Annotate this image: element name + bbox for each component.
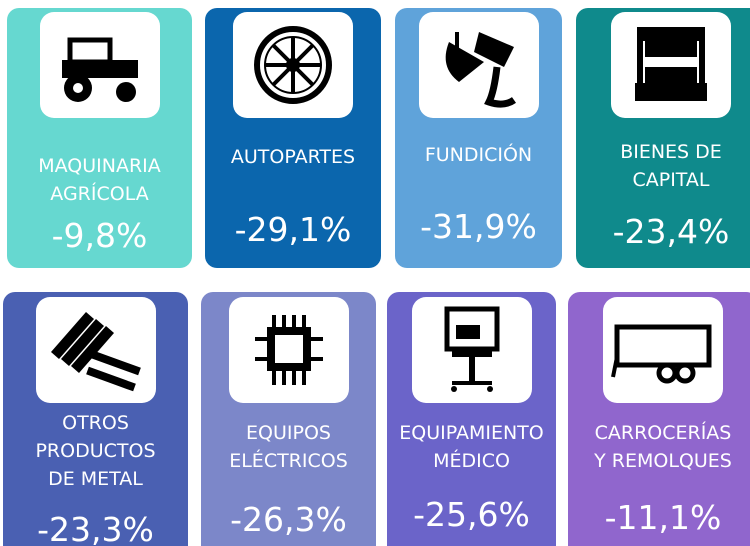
label-line: BIENES DE <box>620 141 722 163</box>
tile: AUTOPARTES -29,1% <box>205 8 381 268</box>
label-line: CAPITAL <box>632 169 710 191</box>
tile-label: EQUIPAMIENTO MÉDICO <box>387 419 556 475</box>
tile-label: MAQUINARIA AGRÍCOLA <box>7 152 192 208</box>
label-line: DE METAL <box>48 468 143 490</box>
label-line: EQUIPAMIENTO <box>399 422 544 444</box>
tile-value: -31,9% <box>420 207 537 246</box>
label-line: MAQUINARIA <box>38 155 161 177</box>
tile-value: -23,4% <box>612 212 730 251</box>
tile-label: CARROCERÍAS Y REMOLQUES <box>568 419 750 475</box>
icon <box>233 12 353 118</box>
tile-label: BIENES DE CAPITAL <box>576 138 750 194</box>
tile-label: EQUIPOS ELÉCTRICOS <box>201 419 376 475</box>
tile: OTROS PRODUCTOS DE METAL -23,3% <box>3 292 188 546</box>
label-line: EQUIPOS <box>246 422 331 444</box>
icon <box>228 297 349 403</box>
label-line: Y REMOLQUES <box>594 450 732 472</box>
icon <box>611 12 731 118</box>
icon <box>35 297 156 403</box>
tile-value: -11,1% <box>604 498 722 537</box>
icon <box>39 12 160 118</box>
tile-label: FUNDICIÓN <box>395 141 562 169</box>
label-line: MÉDICO <box>433 450 510 472</box>
tile: CARROCERÍAS Y REMOLQUES -11,1% <box>568 292 750 546</box>
tile-value: -9,8% <box>51 216 148 255</box>
label-line: CARROCERÍAS <box>594 422 732 444</box>
label-line: ELÉCTRICOS <box>229 450 348 472</box>
icon-glyph <box>254 26 332 104</box>
icon-glyph <box>611 324 712 384</box>
tile-value: -25,6% <box>413 495 530 534</box>
icon <box>418 12 539 118</box>
label-line: AUTOPARTES <box>230 146 356 168</box>
tile-label: OTROS PRODUCTOS DE METAL <box>3 409 188 493</box>
tile-value: -26,3% <box>230 500 347 539</box>
tile: EQUIPOS ELÉCTRICOS -26,3% <box>201 292 376 546</box>
label-line: PRODUCTOS <box>35 440 156 462</box>
icon-glyph <box>61 37 138 102</box>
label-line: OTROS <box>62 412 129 434</box>
icon-glyph <box>254 315 323 385</box>
tile-value: -23,3% <box>37 510 154 546</box>
label-line: AGRÍCOLA <box>50 183 149 205</box>
tile: MAQUINARIA AGRÍCOLA -9,8% <box>7 8 192 268</box>
icon-glyph <box>445 32 516 108</box>
icon-glyph <box>444 306 499 392</box>
icon-glyph <box>50 312 141 392</box>
tile: EQUIPAMIENTO MÉDICO -25,6% <box>387 292 556 546</box>
label-line: FUNDICIÓN <box>424 144 533 166</box>
tile: BIENES DE CAPITAL -23,4% <box>576 8 750 268</box>
tile-label: AUTOPARTES <box>205 143 381 171</box>
icon-glyph <box>635 27 707 101</box>
tile: FUNDICIÓN -31,9% <box>395 8 562 268</box>
tile-value: -29,1% <box>234 210 352 249</box>
icon <box>603 297 723 403</box>
icon <box>411 297 532 403</box>
